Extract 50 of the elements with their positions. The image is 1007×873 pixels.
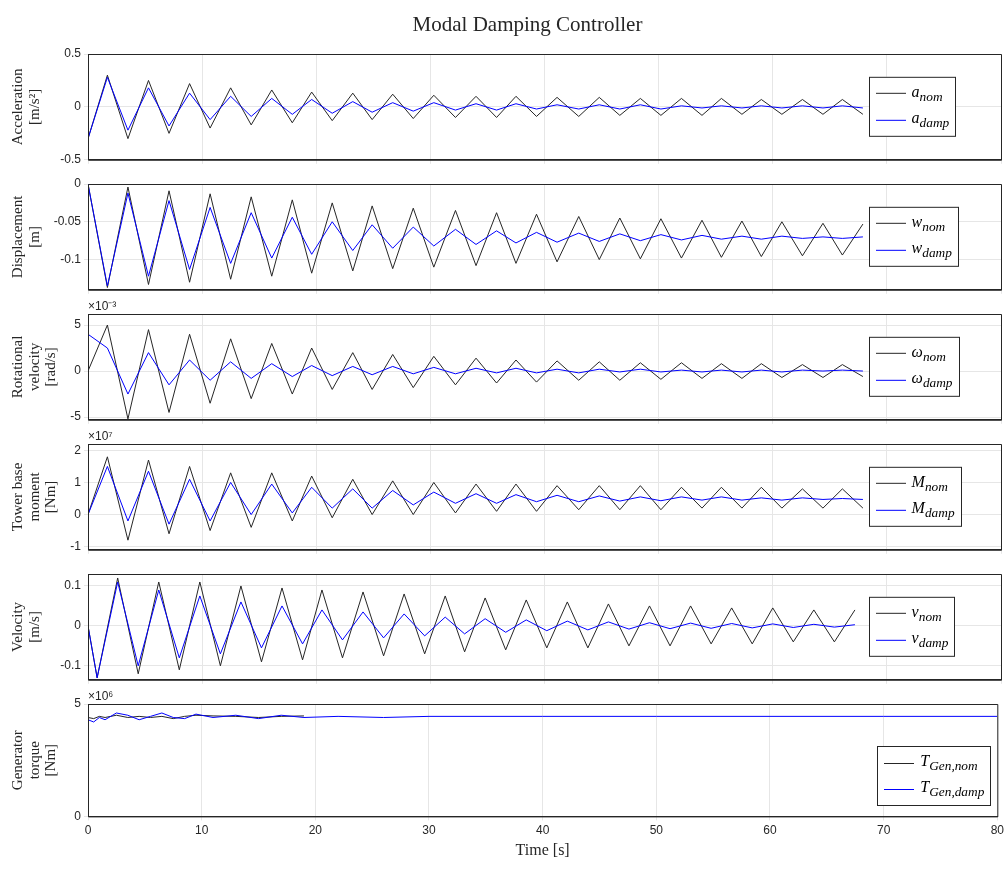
- y-tick-label: 5: [74, 696, 82, 711]
- x-tick-label: 20: [308, 822, 323, 837]
- text: ×10⁶: [88, 689, 114, 704]
- x-tick-label: 50: [649, 822, 664, 837]
- y-axis-title: Tower base moment [Nm]: [9, 462, 59, 532]
- x-tick-label: 60: [763, 822, 777, 837]
- y-tick-label: 0: [74, 808, 82, 823]
- legend-label: ω$_{nom}$: [911, 341, 946, 366]
- x-tick-label: 80: [990, 822, 1005, 837]
- y-axis-title: Displacement [m]: [9, 194, 42, 279]
- y-tick-label: 2: [74, 442, 82, 457]
- legend-label: M$_{damp}$: [911, 497, 955, 523]
- legend-label: w$_{nom}$: [911, 211, 946, 236]
- legend-label: v$_{nom}$: [911, 601, 942, 626]
- text: ×10⁷: [88, 429, 113, 444]
- y-tick-label: 1: [74, 474, 82, 489]
- legend-label: a$_{nom}$: [911, 81, 943, 106]
- y-tick-label: 0.5: [64, 46, 82, 61]
- legend-label: w$_{damp}$: [911, 237, 952, 263]
- y-tick-label: -0.5: [60, 152, 82, 167]
- x-axis-title: Time [s]: [515, 840, 570, 858]
- y-axis-title: Rotational velocity [rad/s]: [9, 335, 59, 399]
- legend-label: M$_{nom}$: [911, 471, 948, 496]
- legend-label: v$_{damp}$: [911, 627, 949, 653]
- y-tick-label: -1: [70, 538, 82, 553]
- chart-title: Modal Damping Controller: [411, 11, 644, 38]
- y-tick-label: -0.05: [53, 214, 82, 229]
- x-tick-label: 30: [422, 822, 436, 837]
- y-tick-label: 0.1: [64, 578, 82, 593]
- legend-label: a$_{damp}$: [911, 107, 950, 133]
- y-axis-title: Acceleration [m/s²]: [9, 68, 42, 146]
- x-tick-label: 10: [194, 822, 209, 837]
- y-tick-label: 5: [74, 317, 82, 332]
- y-tick-label: -0.1: [60, 658, 82, 673]
- y-tick-label: -5: [70, 409, 82, 424]
- y-tick-label: 0: [74, 99, 82, 114]
- x-tick-label: 70: [876, 822, 891, 837]
- y-axis-title: Velocity [m/s]: [9, 601, 42, 652]
- legend-label: ω$_{damp}$: [911, 367, 953, 393]
- y-tick-label: 0: [74, 176, 82, 191]
- y-tick-label: 0: [74, 363, 82, 378]
- x-tick-label: 40: [535, 822, 550, 837]
- y-tick-label: -0.1: [60, 251, 82, 266]
- x-tick-label: 0: [84, 822, 92, 837]
- y-axis-title: Generator torque [Nm]: [9, 730, 59, 791]
- legend-label: T$_{Gen,nom}$: [920, 751, 978, 776]
- y-tick-label: 0: [74, 618, 82, 633]
- legend-label: T$_{Gen,damp}$: [920, 777, 985, 802]
- y-tick-label: 0: [74, 506, 82, 521]
- text: ×10⁻³: [88, 299, 117, 314]
